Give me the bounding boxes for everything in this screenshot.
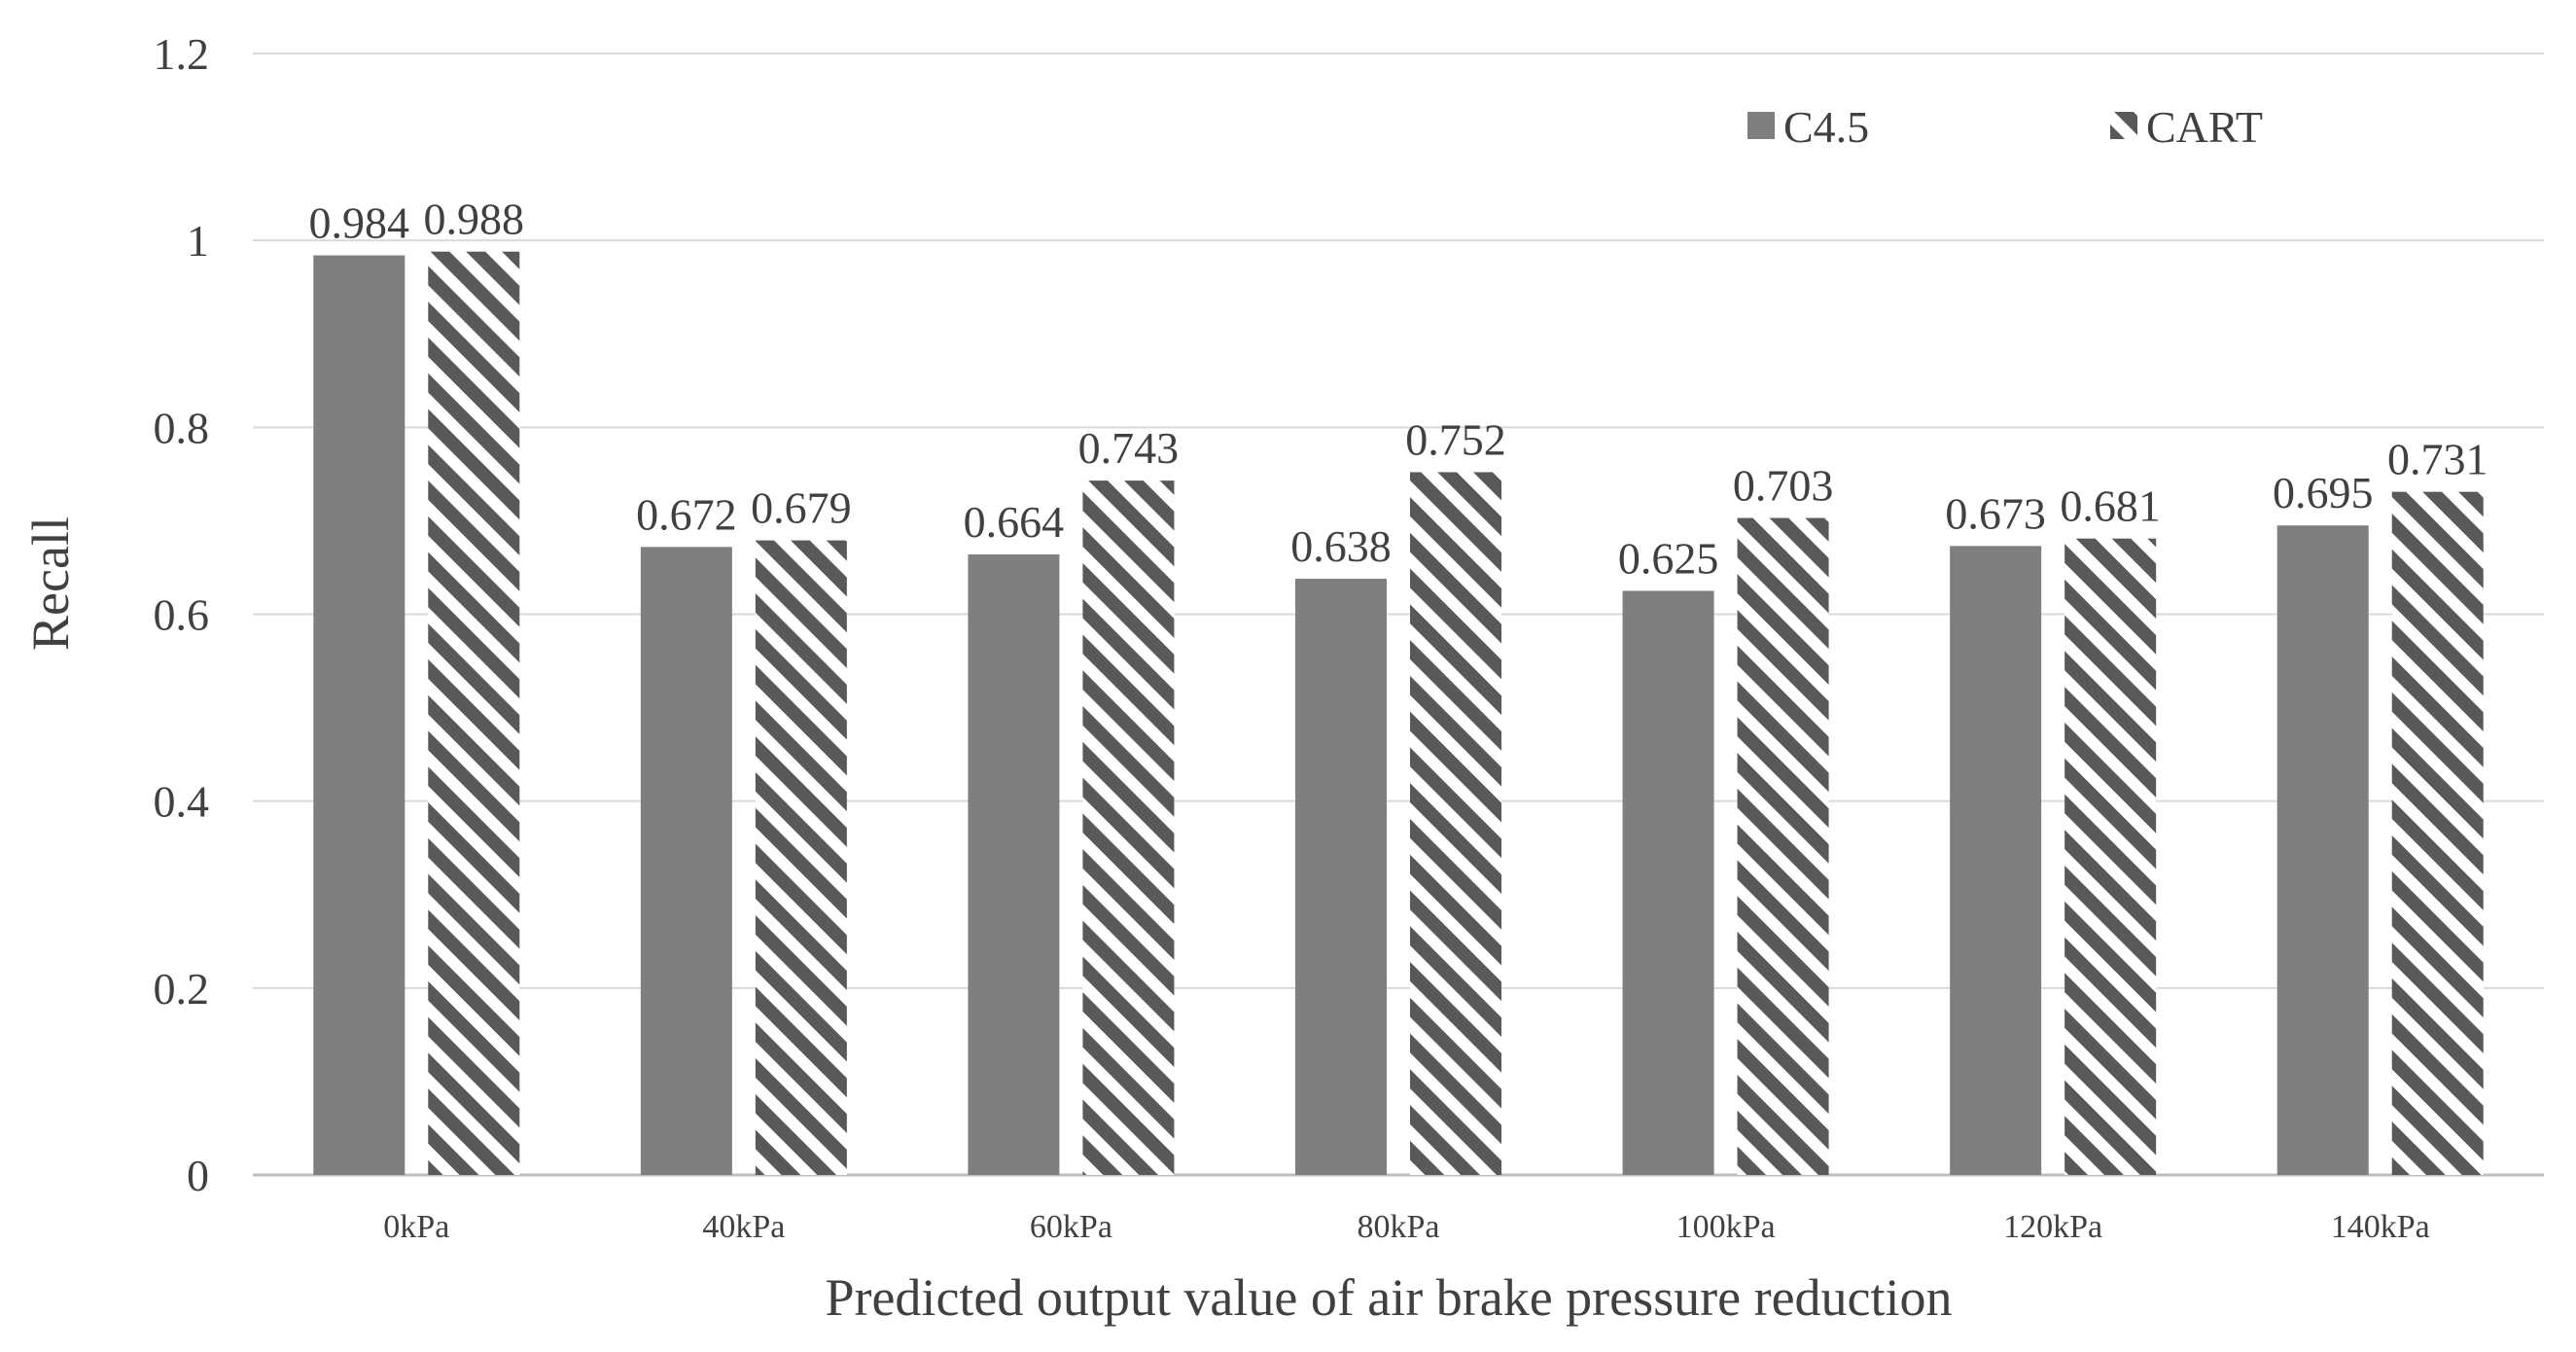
data-label-cart: 0.679 [751,483,852,533]
bar-cart [1082,480,1175,1175]
x-tick-label: 120kPa [2003,1209,2102,1245]
bar-cart [1737,517,1829,1175]
y-tick-label: 1.2 [154,29,210,79]
legend-c45-swatch [1747,112,1775,139]
data-label-c45: 0.664 [964,497,1065,547]
legend-cart-label: CART [2146,102,2263,152]
x-tick-label: 40kPa [702,1209,785,1245]
data-label-cart: 0.703 [1733,461,1834,511]
x-axis-title: Predicted output value of air brake pres… [825,1268,1952,1327]
data-labels: 0.984 0.988 0.672 0.679 0.664 0.743 0.638 0.752… [309,195,2488,584]
bar-cart [2391,491,2484,1175]
data-label-c45: 0.625 [1618,533,1719,583]
data-label-c45: 0.695 [2273,468,2374,517]
bar-cart [428,251,520,1175]
legend: C4.5 CART [1747,102,2263,152]
x-tick-label: 0kPa [383,1209,449,1245]
data-label-cart: 0.731 [2387,435,2488,484]
y-tick-label: 1 [187,216,209,266]
y-axis-ticks: 0 0.2 0.4 0.6 0.8 1 1.2 [154,29,210,1200]
data-label-cart: 0.752 [1405,414,1506,464]
bar-c45 [1950,546,2042,1175]
x-tick-label: 60kPa [1030,1209,1112,1245]
gridlines [253,53,2544,989]
y-tick-label: 0.4 [154,777,210,827]
data-label-cart: 0.681 [2060,481,2161,531]
bar-cart [1410,472,1501,1175]
x-axis-ticks: 0kPa 40kPa 60kPa 80kPa 100kPa 120kPa 140kPa [383,1209,2429,1245]
y-axis-title: Recall [21,516,80,651]
bars [313,251,2484,1175]
bar-c45 [2276,525,2369,1175]
x-tick-label: 80kPa [1358,1209,1440,1245]
y-tick-label: 0.8 [154,403,210,452]
data-label-c45: 0.672 [636,489,737,539]
y-tick-label: 0 [187,1151,209,1200]
bar-c45 [313,255,406,1175]
bar-c45 [1295,578,1387,1175]
data-label-c45: 0.673 [1945,488,2046,538]
bar-c45 [640,547,732,1175]
data-label-cart: 0.988 [424,195,525,244]
bar-c45 [968,554,1060,1175]
legend-cart-swatch [2110,112,2137,139]
x-tick-label: 140kPa [2331,1209,2430,1245]
y-tick-label: 0.6 [154,590,210,640]
bar-cart [2064,538,2157,1175]
y-tick-label: 0.2 [154,964,210,1014]
bar-c45 [1622,590,1714,1175]
x-tick-label: 100kPa [1676,1209,1776,1245]
data-label-cart: 0.743 [1078,423,1180,473]
legend-c45-label: C4.5 [1783,102,1869,152]
data-label-c45: 0.984 [309,198,410,248]
bar-cart [755,540,847,1175]
data-label-c45: 0.638 [1290,521,1392,571]
